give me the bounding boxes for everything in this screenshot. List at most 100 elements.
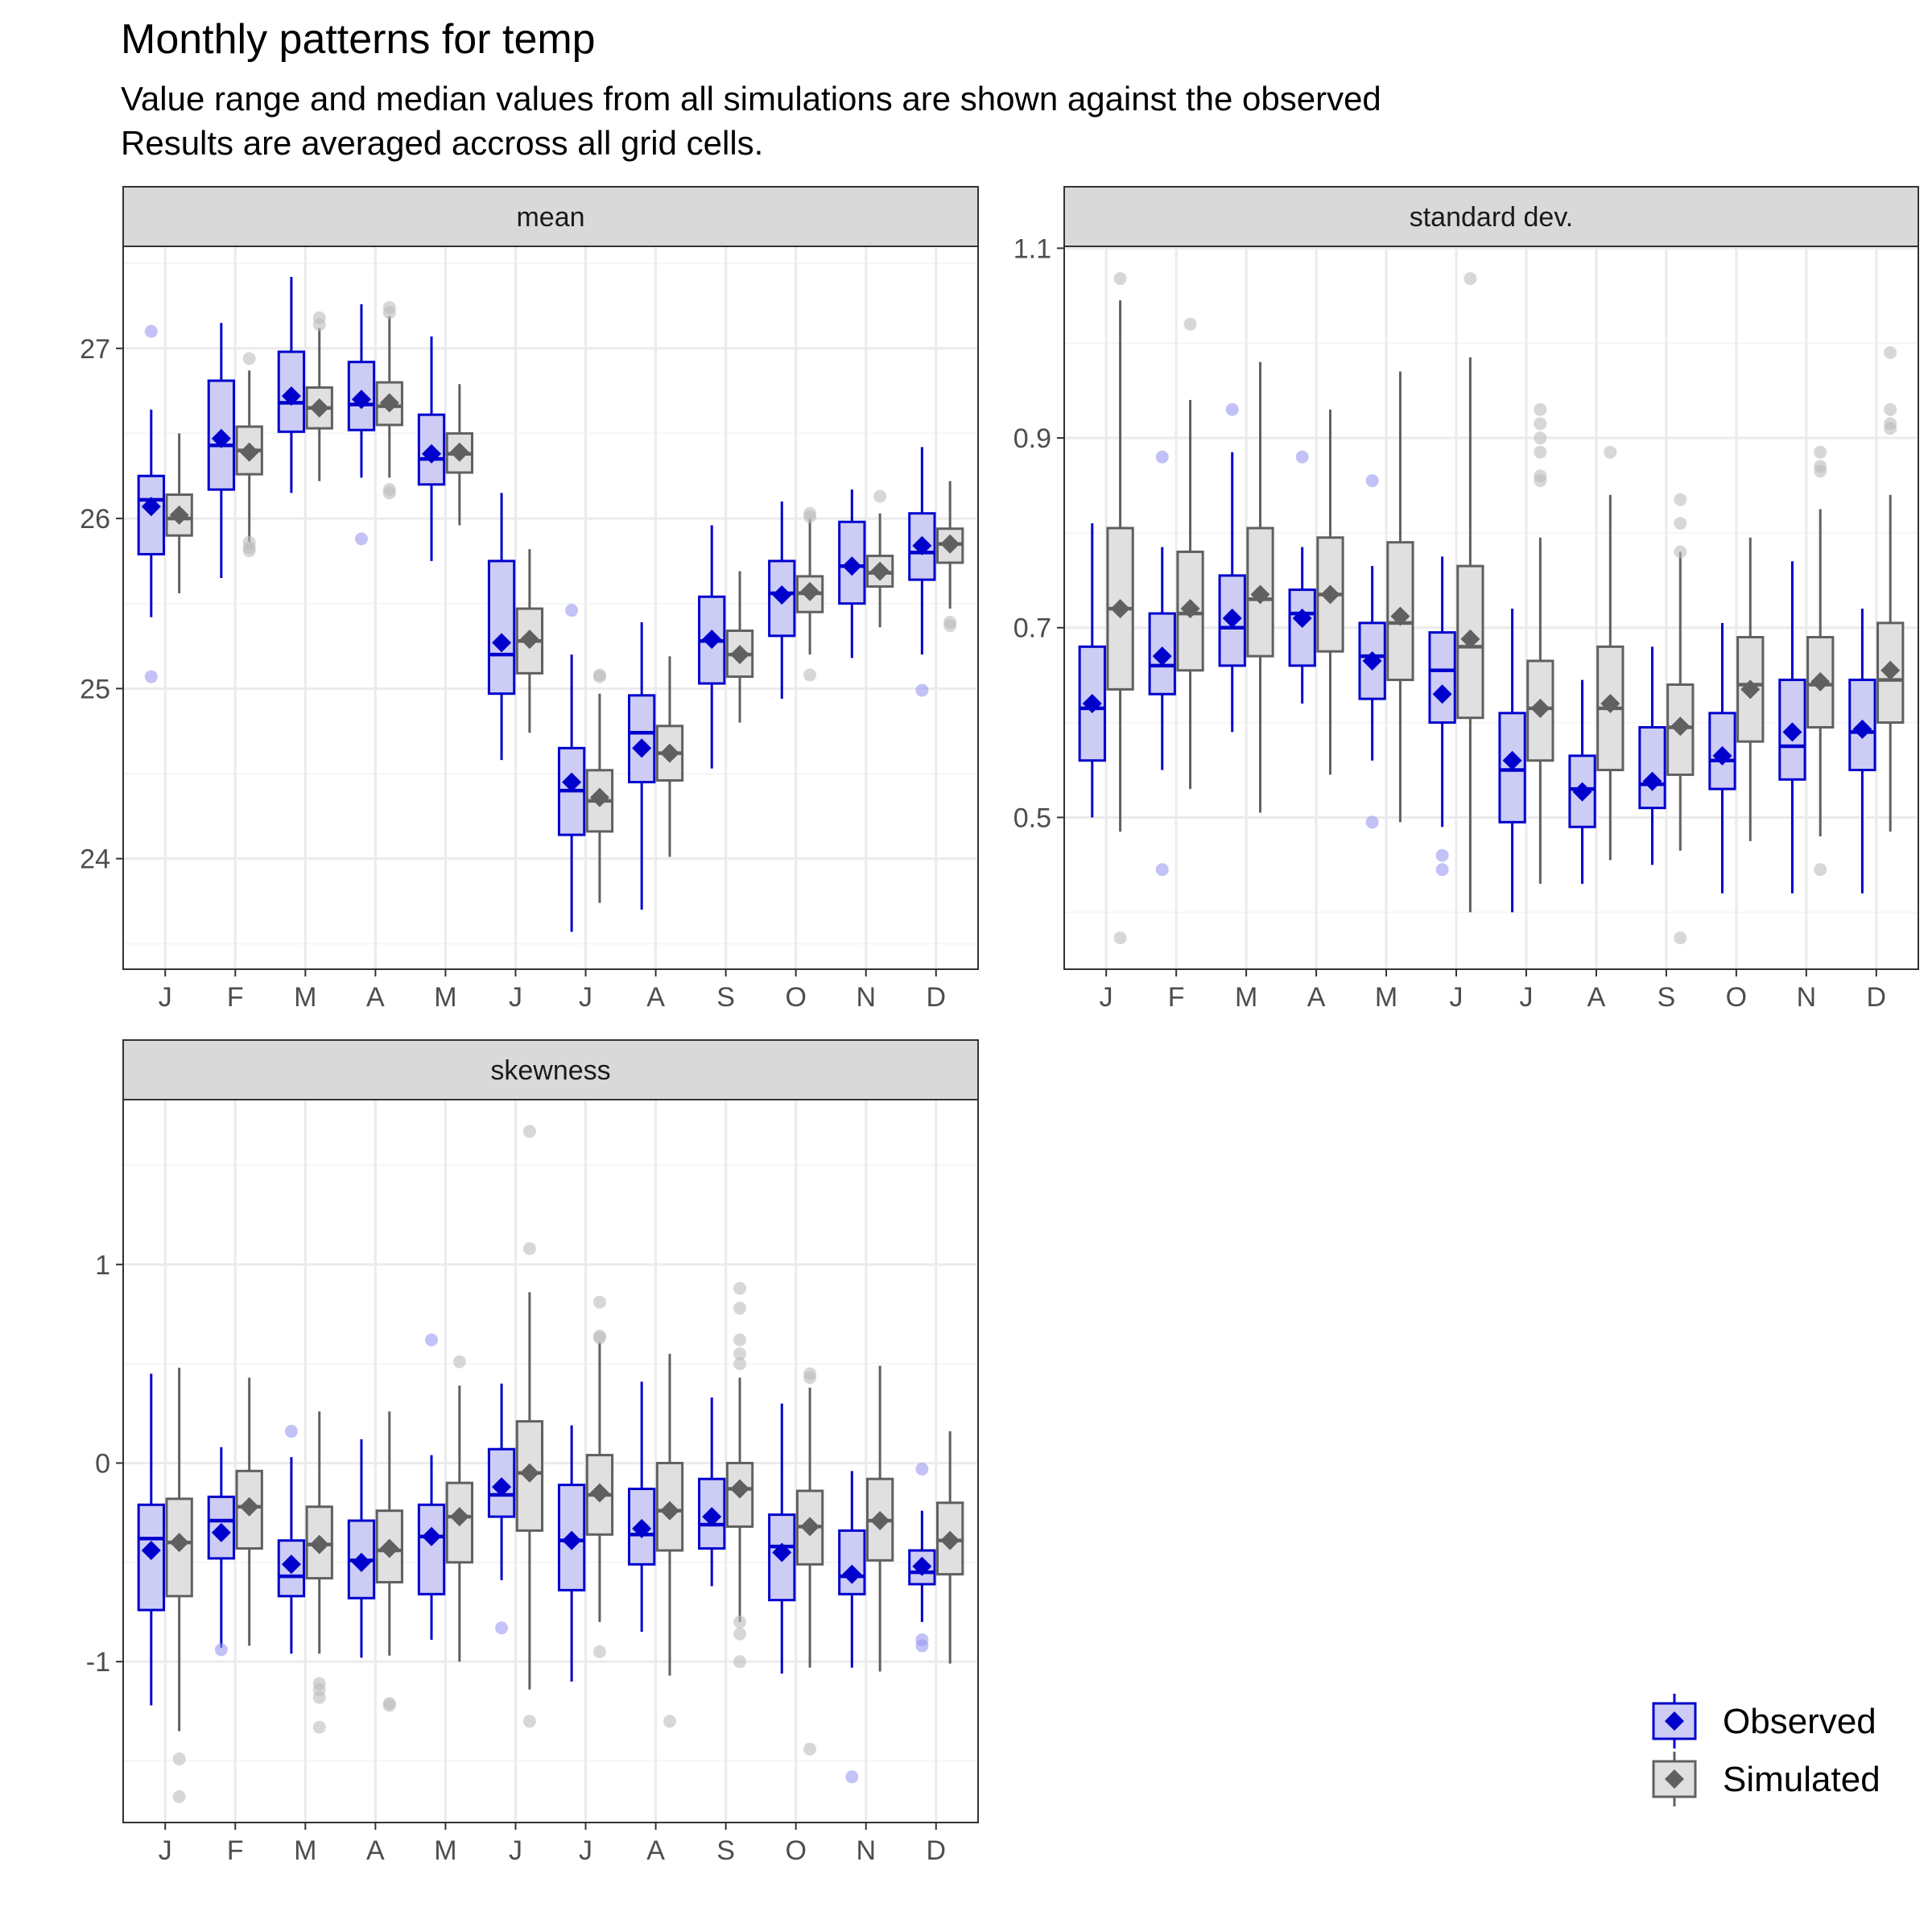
box-simulated-F	[235, 352, 263, 558]
outlier-point	[592, 1645, 606, 1658]
mean-marker	[870, 561, 890, 581]
outlier-point	[592, 1331, 606, 1345]
mean-marker	[659, 743, 679, 763]
box-observed-M	[417, 1333, 446, 1641]
mean-marker	[169, 1533, 189, 1553]
outlier-point	[452, 1355, 466, 1368]
y-tick-label: 0.9	[1013, 423, 1051, 454]
outlier-point	[733, 1347, 747, 1360]
legend: Observed Simulated	[1652, 1694, 1880, 1806]
box-simulated-M	[1386, 371, 1414, 823]
mean-marker	[562, 1530, 582, 1550]
mean-marker	[800, 1517, 820, 1537]
mean-marker	[940, 1530, 960, 1550]
box-observed-J	[137, 1373, 165, 1706]
mean-marker	[702, 630, 722, 650]
outlier-point	[873, 489, 887, 503]
mean-marker	[1460, 629, 1480, 649]
box-observed-A	[1568, 679, 1596, 884]
mean-marker	[589, 787, 609, 807]
mean-marker	[842, 556, 862, 576]
legend-label: Observed	[1723, 1702, 1876, 1741]
y-tick-label: 1.1	[1013, 233, 1051, 264]
outlier-point	[1295, 450, 1309, 464]
legend-key-marker	[1665, 1769, 1684, 1789]
box-observed-F	[1148, 450, 1176, 877]
facet-strip	[1063, 186, 1919, 247]
outlier-point	[522, 1242, 536, 1256]
box-observed-M	[277, 277, 306, 493]
panel-background	[123, 1100, 978, 1823]
box-observed-A	[347, 1439, 376, 1658]
series-simulated	[1106, 272, 1905, 945]
box-simulated-J	[1106, 272, 1134, 945]
mean-marker	[309, 398, 329, 418]
mean-marker	[1600, 694, 1620, 714]
mean-marker	[1740, 679, 1761, 700]
box-observed-N	[838, 489, 866, 658]
mean-marker	[1670, 716, 1690, 737]
box-observed-J	[487, 493, 516, 761]
outlier-point	[1604, 445, 1617, 459]
panel-skewness: skewness -1 0 1 J F M A M J J A S O N D	[86, 1039, 979, 1866]
x-tick-label: D	[926, 982, 946, 1013]
box-iqr	[1288, 588, 1316, 667]
outlier-point	[1674, 517, 1687, 530]
outlier-point	[1534, 402, 1547, 416]
box-simulated-O	[795, 1367, 824, 1756]
outlier-point	[733, 1333, 747, 1347]
box-observed-J	[487, 1383, 516, 1635]
outlier-point	[915, 1639, 929, 1653]
outlier-point	[663, 1715, 676, 1728]
mean-marker	[1222, 608, 1242, 628]
box-iqr	[487, 559, 516, 696]
outlier-point	[592, 670, 606, 683]
box-observed-J	[557, 1425, 586, 1682]
mean-marker	[449, 442, 469, 462]
mean-marker	[239, 1496, 259, 1517]
box-observed-M	[277, 1424, 306, 1654]
x-tick-label: S	[716, 1835, 735, 1866]
box-iqr	[1176, 550, 1204, 672]
x-tick-label: N	[1797, 982, 1817, 1013]
box-simulated-A	[1316, 409, 1344, 775]
outlier-point	[845, 1770, 859, 1784]
outlier-point	[354, 532, 368, 546]
x-tick-label: J	[1519, 982, 1533, 1013]
outlier-point	[1674, 493, 1687, 506]
outlier-point	[592, 1295, 606, 1309]
mean-marker	[589, 1483, 609, 1503]
box-simulated-M	[305, 311, 333, 481]
outlier-point	[312, 1720, 326, 1734]
outlier-point	[522, 1715, 536, 1728]
mean-marker	[1152, 646, 1172, 667]
y-tick-label: 1	[95, 1250, 110, 1281]
x-tick-label: F	[227, 1835, 244, 1866]
mean-marker	[169, 505, 189, 525]
x-tick-label: J	[579, 982, 592, 1013]
x-tick-label: O	[785, 982, 806, 1013]
facet-strip	[122, 1039, 979, 1100]
box-iqr	[1526, 659, 1554, 762]
mean-marker	[870, 1511, 890, 1531]
box-simulated-J	[515, 1125, 544, 1728]
mean-marker	[632, 738, 652, 758]
box-iqr	[277, 350, 306, 433]
mean-marker	[422, 444, 442, 464]
mean-marker	[1180, 599, 1200, 619]
y-tick-label: 24	[80, 844, 110, 875]
mean-marker	[309, 1534, 329, 1554]
x-tick-label: N	[856, 982, 876, 1013]
box-observed-J	[1078, 523, 1106, 818]
box-observed-A	[627, 621, 656, 910]
facet-strip-label: skewness	[490, 1055, 610, 1086]
box-iqr	[375, 1509, 403, 1583]
mean-marker	[141, 1541, 161, 1561]
box-observed-M	[1358, 474, 1386, 829]
legend-label: Simulated	[1723, 1760, 1880, 1799]
x-tick-label: A	[1307, 982, 1326, 1013]
x-tick-label: J	[159, 982, 172, 1013]
mean-marker	[379, 393, 399, 413]
box-simulated-J	[585, 668, 614, 903]
